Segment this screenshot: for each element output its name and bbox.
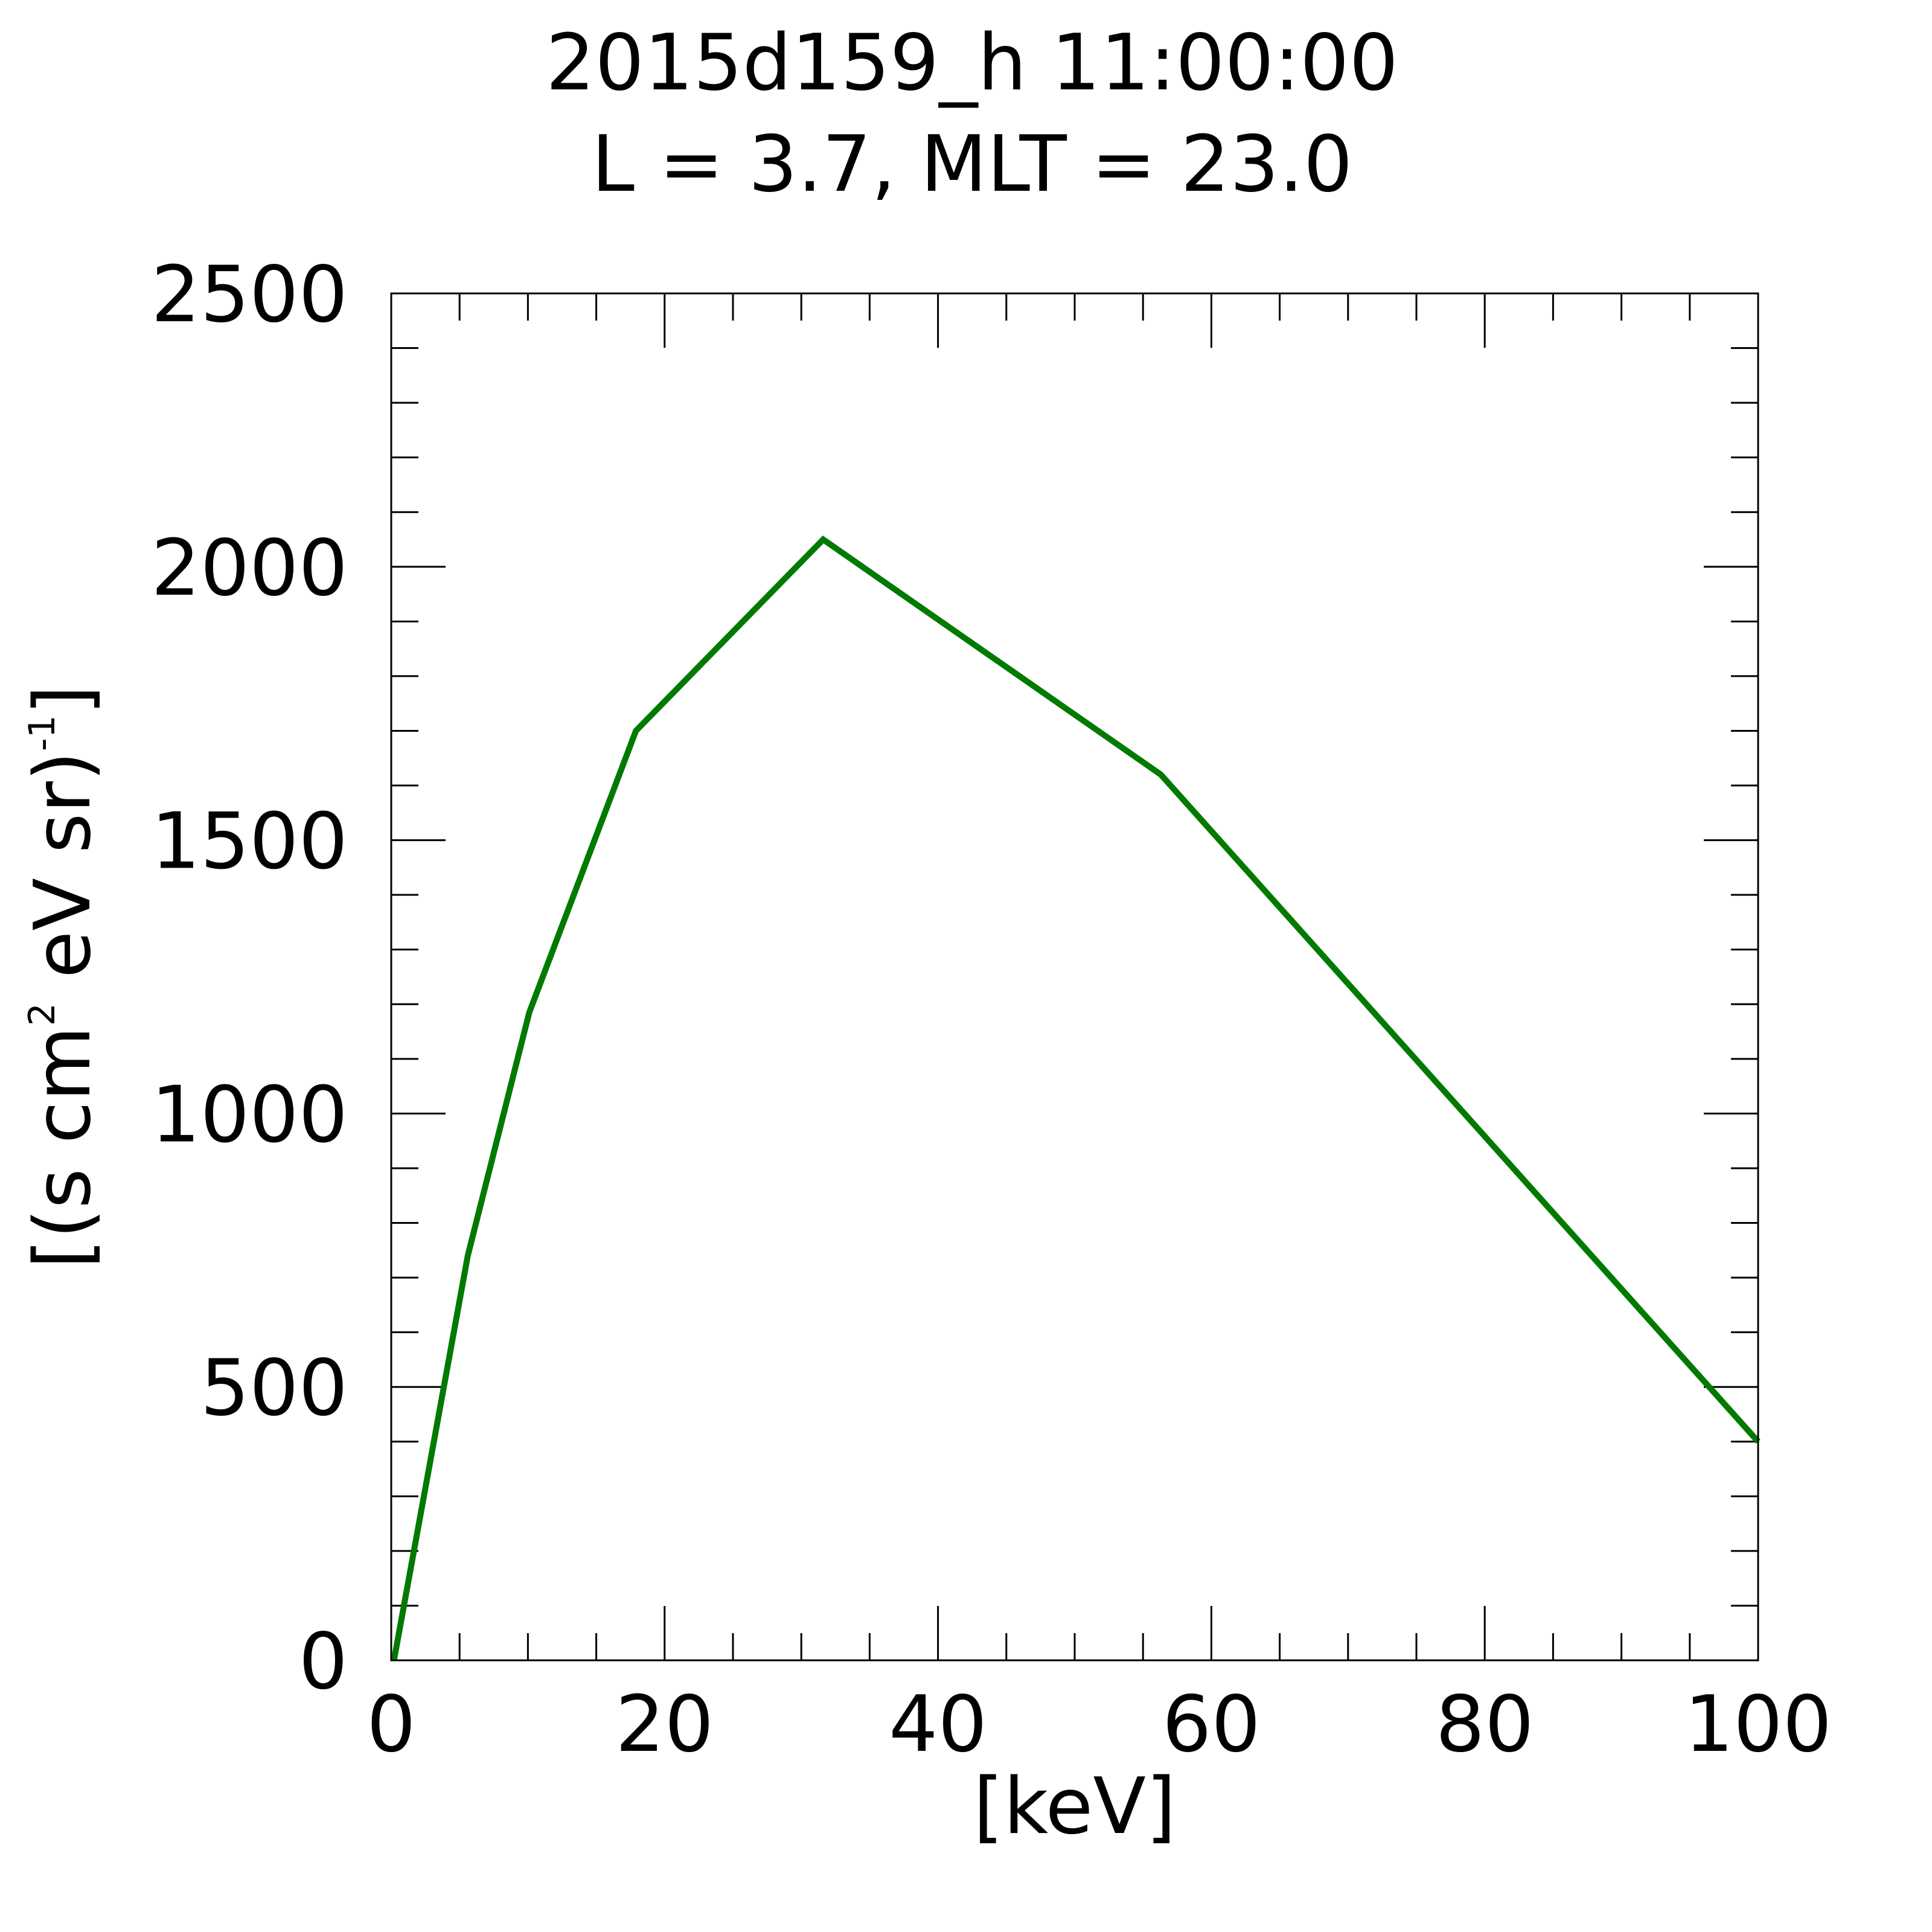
y-tick-label: 1000	[151, 1070, 348, 1160]
y-axis-label-sup1: 2	[21, 1003, 63, 1026]
y-tick-label: 0	[299, 1617, 348, 1707]
y-tick-label: 2500	[151, 250, 348, 340]
series-line	[391, 535, 1761, 1661]
axis-ticks	[390, 292, 1759, 1662]
x-axis-label: [keV]	[973, 1762, 1176, 1852]
x-tick-label: 40	[889, 1680, 987, 1770]
x-tick-label: 80	[1436, 1680, 1534, 1770]
y-axis-label-pre: [(s cm	[18, 1026, 108, 1268]
x-tick-label: 0	[366, 1680, 415, 1770]
plot-frame	[390, 292, 1759, 1662]
y-axis-label-sup2: -1	[21, 715, 63, 751]
x-tick-label: 100	[1684, 1680, 1832, 1770]
y-axis-label: [(s cm2 eV sr)-1]	[18, 685, 108, 1268]
chart-title-line2: L = 3.7, MLT = 23.0	[592, 120, 1353, 210]
y-axis-label-mid: eV sr)	[18, 751, 108, 1003]
y-tick-label: 1500	[151, 797, 348, 887]
x-tick-label: 20	[615, 1680, 714, 1770]
y-axis-label-post: ]	[18, 685, 108, 715]
chart-title-line1: 2015d159_h 11:00:00	[546, 18, 1398, 108]
x-tick-label: 60	[1162, 1680, 1261, 1770]
y-tick-label: 500	[200, 1343, 348, 1433]
y-tick-label: 2000	[151, 523, 348, 613]
